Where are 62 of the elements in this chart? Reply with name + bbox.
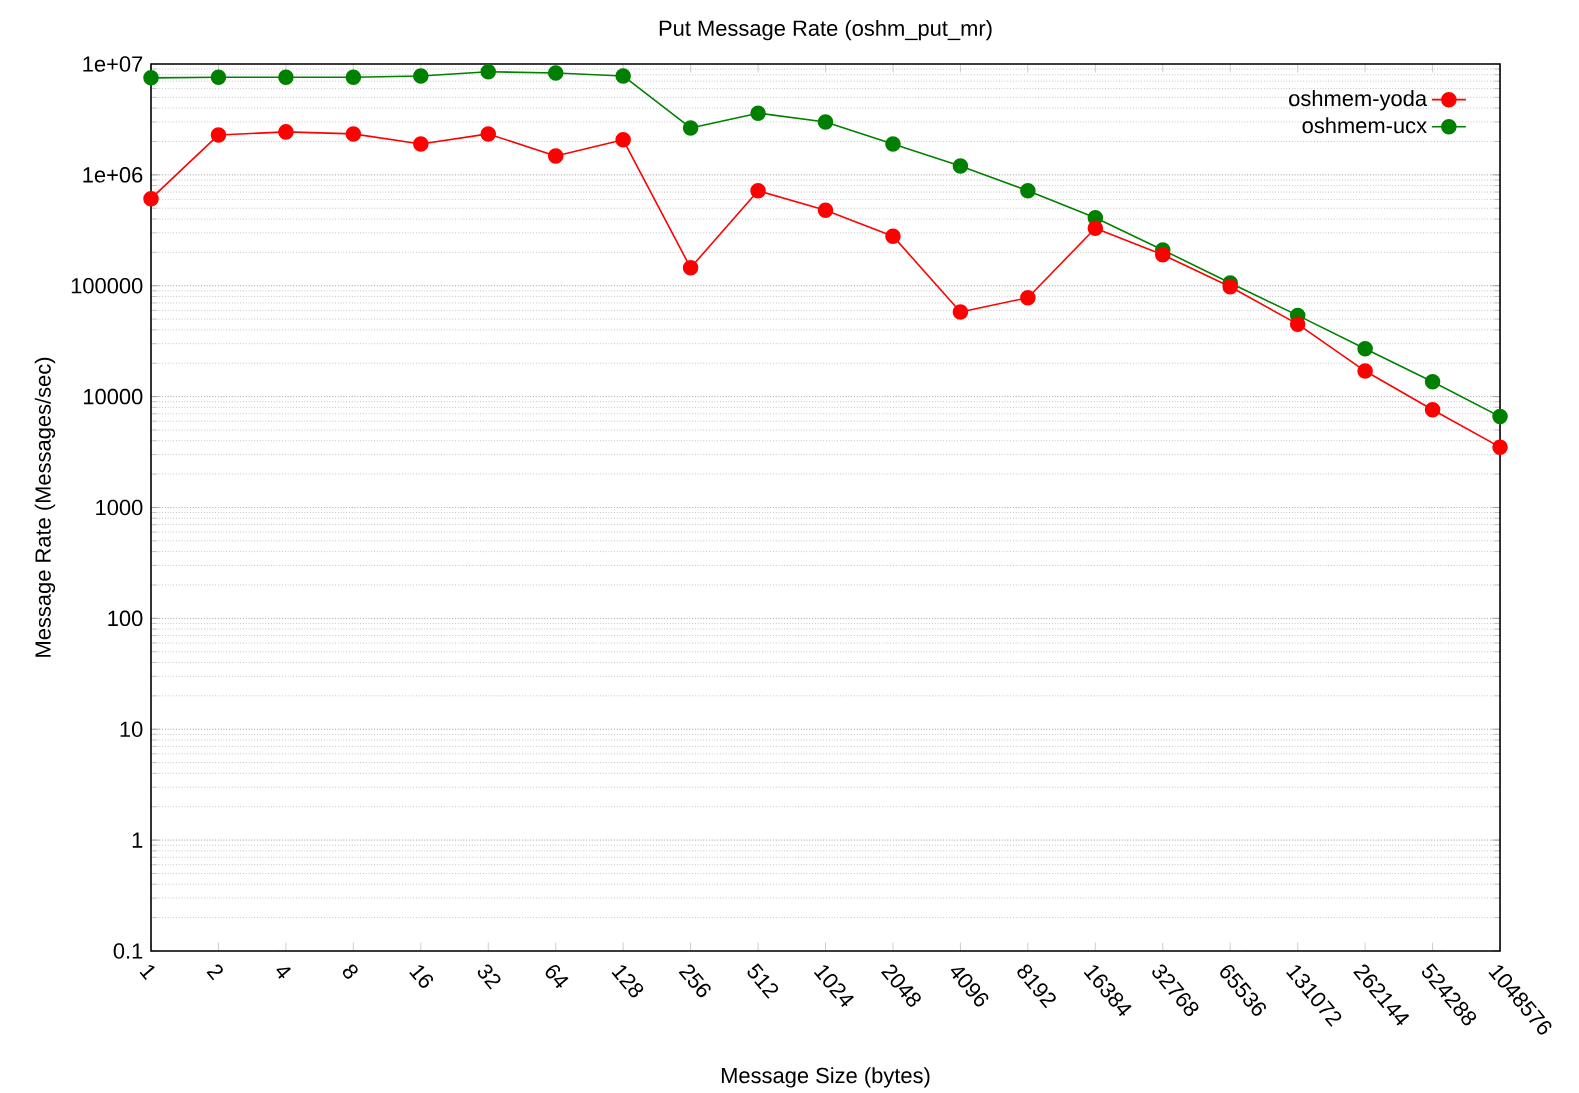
point xyxy=(480,126,497,142)
y-tick-label: 10 xyxy=(120,721,143,737)
point xyxy=(1424,374,1441,390)
chart-title: Put Message Rate (oshm_put_mr) xyxy=(659,19,992,41)
point xyxy=(817,114,834,130)
point xyxy=(1492,408,1508,425)
point xyxy=(682,120,699,136)
y-tick-label: 0.1 xyxy=(113,943,143,959)
y-tick-label: 100 xyxy=(108,610,143,627)
point xyxy=(345,126,362,142)
point xyxy=(615,68,631,84)
point xyxy=(1020,182,1036,199)
point xyxy=(682,260,699,276)
y-tick-label: 10000 xyxy=(84,388,143,405)
point xyxy=(413,136,429,152)
x-tick-label: 16 xyxy=(409,965,434,988)
point xyxy=(143,190,159,207)
point xyxy=(547,65,564,81)
x-tick-label: 256 xyxy=(678,964,711,998)
point xyxy=(817,202,834,218)
legend-label: oshmem-ucx xyxy=(1302,117,1427,134)
point xyxy=(1357,341,1373,357)
point xyxy=(345,69,362,85)
y-tick-label: 1e+07 xyxy=(83,56,143,72)
y-tick-label: 1e+06 xyxy=(83,167,143,183)
x-tick-label: 512 xyxy=(747,963,779,999)
point xyxy=(1289,316,1306,332)
point xyxy=(885,228,901,244)
point xyxy=(615,132,631,148)
y-tick-label: 100000 xyxy=(71,277,143,294)
x-tick-label: 2 xyxy=(206,964,223,981)
point xyxy=(210,69,227,85)
point xyxy=(1087,220,1104,237)
point xyxy=(278,69,294,85)
point xyxy=(1155,247,1171,263)
point xyxy=(952,158,969,174)
point xyxy=(547,148,564,164)
point xyxy=(413,68,429,84)
point xyxy=(1222,278,1238,295)
x-tick-label: 64 xyxy=(545,965,569,989)
x-axis-title: Message Size (bytes) xyxy=(721,1067,930,1088)
y-tick-label: 1000 xyxy=(96,499,143,516)
y-axis-title: Message Rate (Messages/sec) xyxy=(34,357,56,657)
x-tick-label: 8 xyxy=(342,964,358,979)
point xyxy=(1020,289,1036,306)
point xyxy=(750,182,766,199)
x-tick-label: 128 xyxy=(611,965,644,998)
point xyxy=(480,64,497,80)
x-tick-label: 1 xyxy=(139,965,155,981)
x-tick-label: 4 xyxy=(276,967,291,979)
x-tick-label: 32 xyxy=(477,964,501,990)
point xyxy=(1492,439,1508,455)
point xyxy=(1424,402,1441,418)
point xyxy=(143,70,159,86)
point xyxy=(278,124,294,140)
point xyxy=(885,136,901,152)
point xyxy=(952,304,969,320)
point xyxy=(210,127,227,143)
point xyxy=(750,105,766,121)
legend-label: oshmem-yoda xyxy=(1289,90,1428,111)
point xyxy=(1357,363,1373,379)
y-tick-label: 1 xyxy=(132,832,143,848)
